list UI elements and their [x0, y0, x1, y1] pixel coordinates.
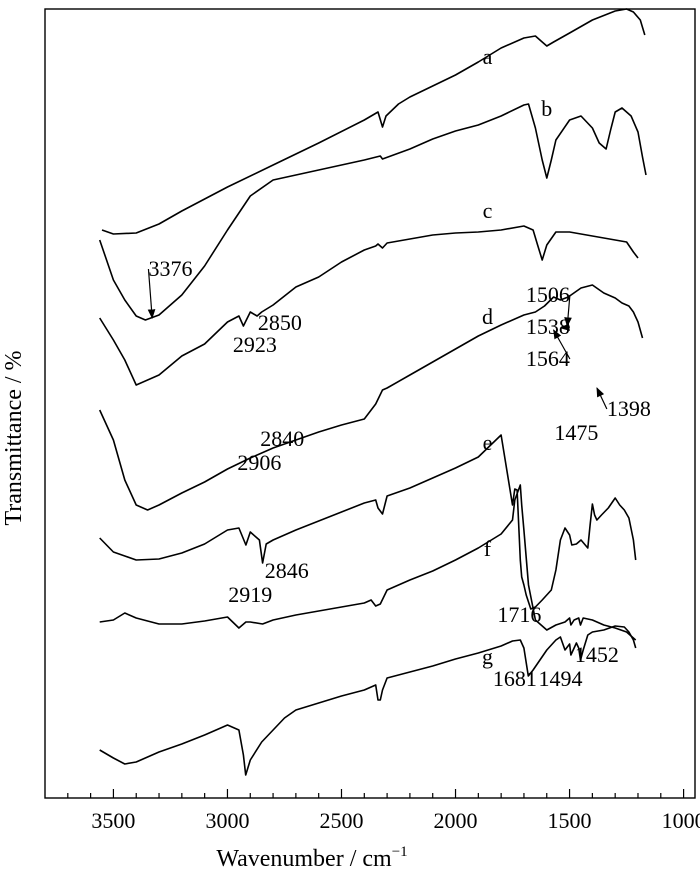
series-e-label: e	[483, 430, 493, 455]
series-g-line	[99, 625, 637, 776]
peak-label-2919: 2919	[228, 582, 272, 607]
svg-text:Wavenumber / cm−1: Wavenumber / cm−1	[216, 844, 407, 872]
series-a-line	[101, 8, 646, 235]
x-tick-label: 2500	[319, 808, 363, 833]
peak-label-1564: 1564	[526, 346, 570, 371]
x-tick-label: 1500	[548, 808, 592, 833]
x-tick-label: 2000	[434, 808, 478, 833]
x-axis-title-superscript: −1	[392, 844, 408, 860]
peak-arrow-1398	[596, 387, 608, 410]
x-tick-label: 3500	[91, 808, 135, 833]
peak-arrow-1538	[559, 323, 570, 331]
series-c-label: c	[483, 198, 493, 223]
peak-label-1452: 1452	[575, 642, 619, 667]
peak-label-2850: 2850	[258, 310, 302, 335]
series-c-line	[99, 225, 639, 386]
peak-label-2846: 2846	[265, 558, 309, 583]
series-b-line	[98, 103, 647, 321]
peak-label-1538: 1538	[526, 314, 570, 339]
plot-frame	[44, 8, 696, 799]
x-axis-ticks: 3500 3000 2500 2000 1500 1000	[67, 789, 700, 833]
peak-label-1716: 1716	[497, 602, 541, 627]
peak-label-3376: 3376	[148, 256, 192, 281]
peak-label-1494: 1494	[538, 666, 582, 691]
peak-arrow-1506	[564, 294, 572, 327]
x-axis-title-text: Wavenumber / cm	[216, 846, 392, 872]
series-f-line	[99, 484, 637, 641]
series-g-label: g	[482, 644, 493, 669]
series-e-line	[99, 434, 637, 610]
peak-label-1398: 1398	[607, 396, 651, 421]
peak-label-2906: 2906	[237, 450, 281, 475]
peak-arrow-3376	[147, 268, 156, 319]
peak-label-2840: 2840	[260, 426, 304, 451]
peak-label-1681: 1681	[493, 666, 537, 691]
series-b-label: b	[541, 96, 552, 121]
series-d-label: d	[482, 304, 493, 329]
peak-label-2923: 2923	[233, 332, 277, 357]
peak-arrow-1564	[553, 329, 571, 360]
x-tick-label: 1000	[662, 808, 700, 833]
series-f-label: f	[484, 536, 492, 561]
x-tick-label: 3000	[205, 808, 249, 833]
y-axis-title: Transmittance / %	[1, 350, 27, 525]
x-axis-title: Wavenumber / cm−1	[216, 844, 407, 872]
peak-label-1475: 1475	[554, 420, 598, 445]
peak-label-1506: 1506	[526, 282, 570, 307]
series-d-line	[98, 284, 644, 511]
spectra-series: a b c d e f g	[98, 8, 647, 776]
series-a-label: a	[483, 44, 493, 69]
